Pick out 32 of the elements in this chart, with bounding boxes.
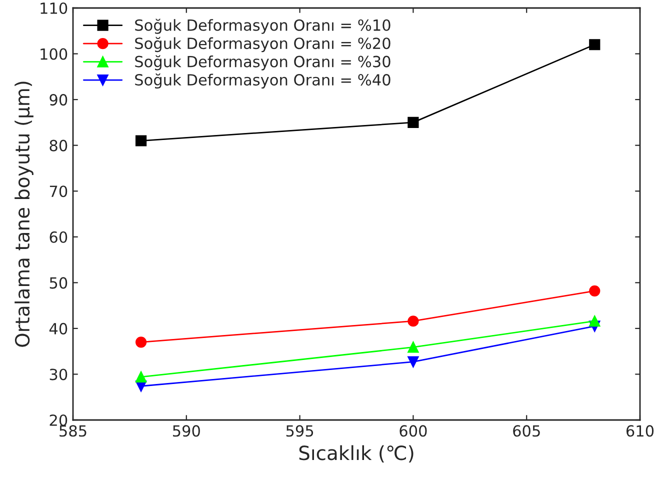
y-tick-label: 90 bbox=[50, 94, 68, 106]
point bbox=[408, 342, 419, 353]
x-tick-label: 585 bbox=[60, 425, 86, 437]
y-tick-label: 110 bbox=[40, 2, 68, 14]
point bbox=[408, 356, 419, 368]
x-tick-label: 610 bbox=[626, 425, 654, 437]
point bbox=[589, 39, 600, 50]
x-tick-label: 600 bbox=[400, 425, 427, 437]
point bbox=[135, 135, 147, 146]
point bbox=[135, 371, 147, 383]
y-tick-label: 50 bbox=[50, 277, 68, 289]
point bbox=[135, 336, 147, 348]
y-axis-title: Ortalama tane boyutu (µm) bbox=[14, 82, 34, 347]
y-tick-label: 40 bbox=[49, 322, 68, 334]
x-tick-label: 590 bbox=[173, 425, 200, 437]
y-tick-label: 60 bbox=[50, 231, 68, 243]
legend-label: Soğuk Deformasyon Oranı = %30 bbox=[135, 55, 390, 70]
x-axis-title: Sıcaklık (℃) bbox=[299, 445, 414, 463]
point bbox=[408, 316, 419, 327]
legend-label: Soğuk Deformasyon Oranı = %20 bbox=[135, 36, 390, 52]
y-tick-label: 80 bbox=[50, 140, 68, 152]
y-tick-label: 20 bbox=[50, 414, 68, 426]
y-tick-label: 100 bbox=[40, 48, 68, 60]
x-tick-label: 605 bbox=[513, 425, 540, 437]
point bbox=[589, 316, 600, 327]
legend-label: Soğuk Deformasyon Oranı = %40 bbox=[135, 73, 390, 89]
y-tick-label: 70 bbox=[50, 186, 68, 198]
y-tick-label: 30 bbox=[50, 368, 68, 380]
x-tick-label: 595 bbox=[286, 425, 314, 437]
point bbox=[589, 285, 600, 296]
point bbox=[408, 116, 419, 128]
legend-label: Soğuk Deformasyon Oranı = %10 bbox=[135, 18, 390, 34]
